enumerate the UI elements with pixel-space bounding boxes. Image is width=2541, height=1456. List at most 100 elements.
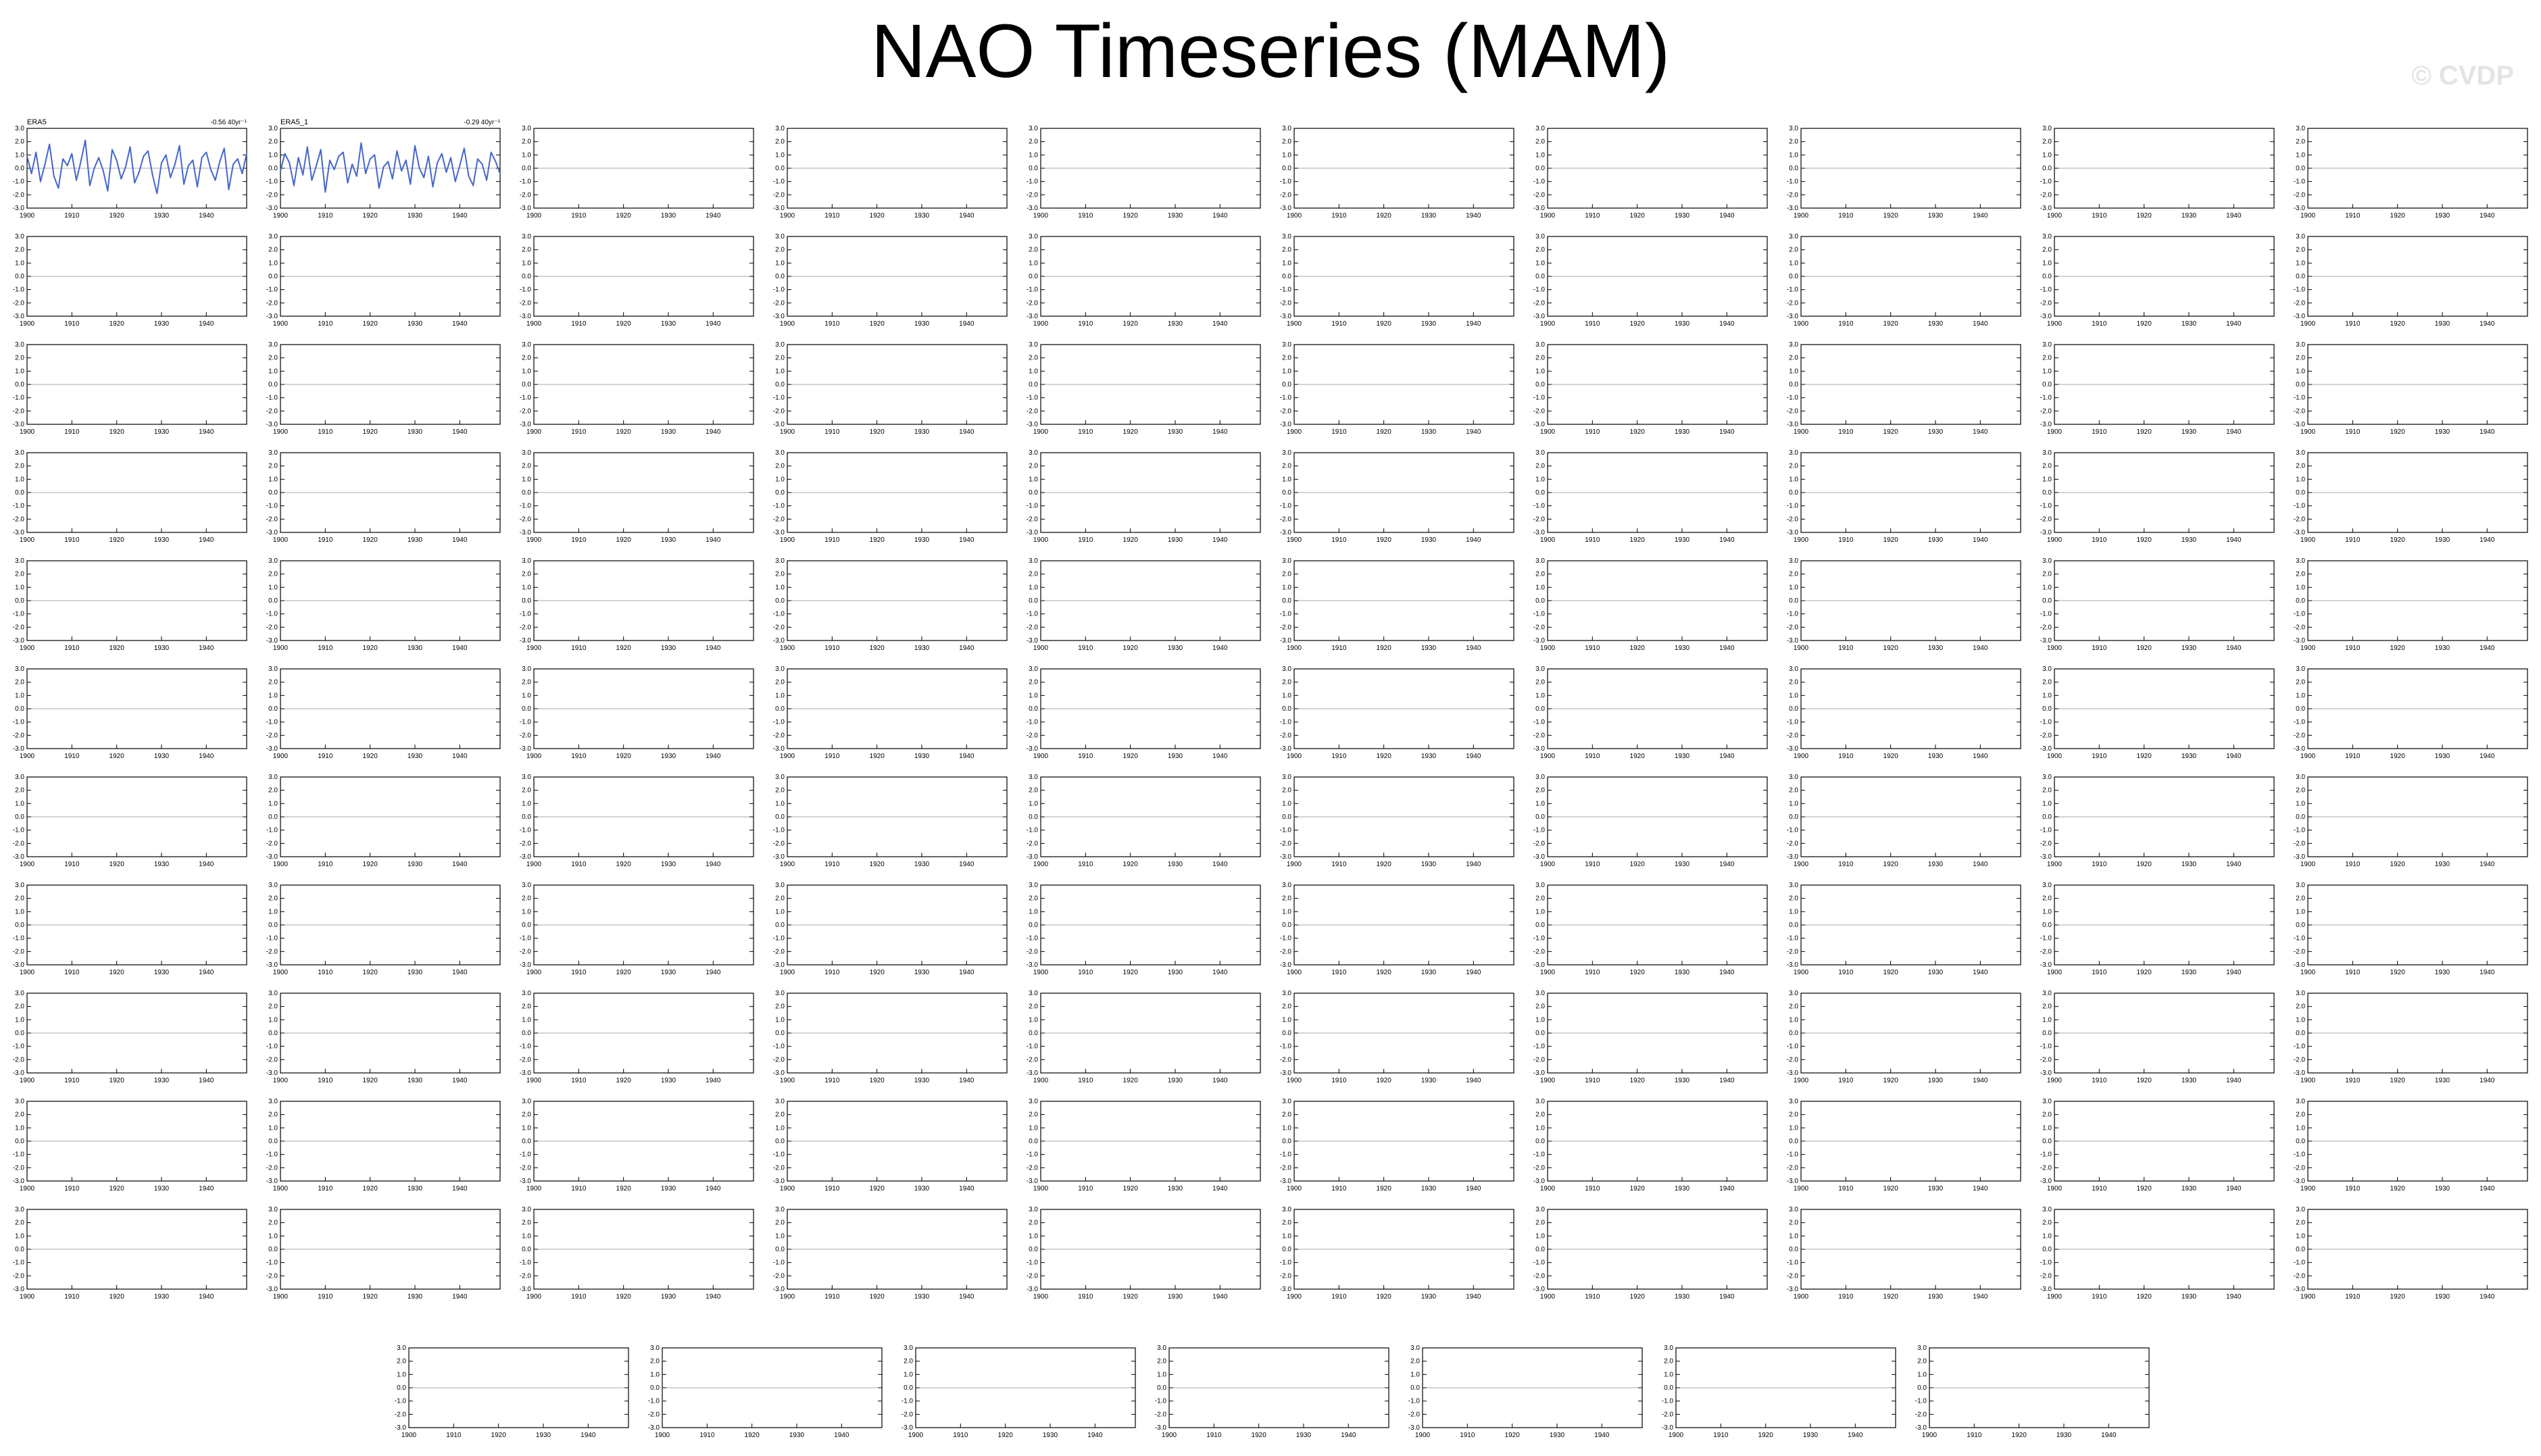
- data-point: [490, 151, 492, 153]
- y-tick-label: 3.0: [1029, 125, 1038, 132]
- y-tick-label: 1.0: [1535, 476, 1545, 483]
- x-tick-label: 1920: [2137, 861, 2152, 868]
- x-tick-label: 1940: [1719, 969, 1735, 976]
- x-tick-label: 1900: [2047, 645, 2063, 652]
- y-tick-label: 2.0: [1029, 1003, 1038, 1011]
- y-tick-label: 3.0: [2296, 341, 2305, 349]
- y-tick-label: 1.0: [15, 1124, 24, 1132]
- x-tick-label: 1910: [64, 428, 80, 436]
- y-tick-label: -3.0: [902, 1424, 914, 1432]
- y-tick-label: -3.0: [266, 1070, 278, 1077]
- y-tick-label: -3.0: [1533, 1070, 1546, 1077]
- data-point: [201, 157, 203, 159]
- x-tick-label: 1930: [1168, 536, 1183, 544]
- y-tick-label: -3.0: [520, 1286, 532, 1293]
- y-tick-label: 3.0: [522, 774, 531, 781]
- y-tick-label: -2.0: [1533, 840, 1546, 847]
- y-tick-label: 1.0: [2042, 1124, 2052, 1132]
- x-tick-label: 1910: [64, 861, 80, 868]
- y-tick-label: -3.0: [773, 745, 785, 753]
- y-tick-label: 2.0: [15, 571, 24, 578]
- x-tick-label: 1940: [959, 536, 975, 544]
- y-tick-label: 1.0: [15, 1232, 24, 1240]
- data-point: [125, 166, 126, 168]
- x-tick-label: 1930: [1421, 645, 1437, 652]
- y-tick-label: 3.0: [268, 1206, 278, 1213]
- y-tick-label: 1.0: [2042, 151, 2052, 159]
- x-tick-label: 1930: [1928, 212, 1944, 220]
- y-tick-label: 1.0: [2042, 476, 2052, 483]
- y-tick-label: 1.0: [1535, 800, 1545, 807]
- y-tick-label: 1.0: [775, 368, 785, 375]
- y-tick-label: -2.0: [773, 516, 785, 523]
- y-tick-label: -1.0: [773, 1043, 785, 1051]
- y-tick-label: -1.0: [1027, 1259, 1039, 1267]
- y-tick-label: 0.0: [268, 165, 278, 172]
- y-tick-label: 0.0: [522, 489, 531, 497]
- y-tick-label: -1.0: [2294, 395, 2306, 402]
- y-tick-label: -1.0: [2294, 719, 2306, 726]
- x-tick-label: 1920: [491, 1432, 507, 1439]
- y-tick-label: -1.0: [1027, 503, 1039, 510]
- y-tick-label: -2.0: [520, 840, 532, 847]
- x-tick-label: 1920: [363, 861, 378, 868]
- x-tick-label: 1930: [2435, 645, 2450, 652]
- y-tick-label: 0.0: [1282, 381, 1291, 388]
- y-tick-label: -1.0: [520, 1151, 532, 1159]
- y-tick-label: -1.0: [2040, 178, 2052, 186]
- x-tick-label: 1940: [706, 212, 721, 220]
- y-tick-label: 0.0: [1282, 922, 1291, 929]
- x-tick-label: 1930: [1168, 861, 1183, 868]
- x-tick-label: 1920: [870, 753, 885, 760]
- x-tick-label: 1920: [1883, 320, 1899, 328]
- y-tick-label: 2.0: [268, 1220, 278, 1227]
- x-tick-label: 1920: [363, 428, 378, 436]
- y-tick-label: -3.0: [1027, 961, 1039, 969]
- y-tick-label: 2.0: [1282, 463, 1291, 470]
- y-tick-label: 3.0: [1282, 1206, 1291, 1213]
- x-tick-label: 1930: [2181, 753, 2197, 760]
- y-tick-label: 2.0: [268, 895, 278, 903]
- y-tick-label: -1.0: [13, 286, 25, 294]
- x-tick-label: 1930: [661, 1293, 676, 1301]
- x-tick-label: 1920: [363, 969, 378, 976]
- x-tick-label: 1920: [1377, 212, 1392, 220]
- x-tick-label: 1930: [408, 1077, 423, 1084]
- x-tick-label: 1940: [452, 212, 468, 220]
- y-tick-label: 0.0: [1029, 165, 1038, 172]
- data-point: [306, 146, 308, 148]
- x-tick-label: 1940: [1466, 1293, 1481, 1301]
- x-tick-label: 1940: [1973, 428, 1988, 436]
- data-point: [44, 164, 46, 166]
- y-tick-label: -2.0: [2294, 732, 2306, 739]
- y-tick-label: -3.0: [2294, 1070, 2306, 1077]
- y-tick-label: -2.0: [1787, 840, 1799, 847]
- x-tick-label: 1920: [1377, 536, 1392, 544]
- x-tick-label: 1900: [780, 428, 795, 436]
- y-tick-label: 0.0: [1535, 381, 1545, 388]
- x-tick-label: 1900: [2300, 320, 2316, 328]
- y-tick-label: 2.0: [1029, 1220, 1038, 1227]
- x-tick-label: 1920: [109, 1185, 125, 1193]
- y-tick-label: -1.0: [1662, 1398, 1674, 1405]
- y-tick-label: 3.0: [775, 1206, 785, 1213]
- y-tick-label: -3.0: [520, 637, 532, 645]
- x-tick-label: 1930: [1421, 969, 1437, 976]
- x-tick-label: 1930: [1296, 1432, 1312, 1439]
- x-tick-label: 1940: [199, 645, 214, 652]
- x-tick-label: 1920: [870, 1293, 885, 1301]
- y-tick-label: 0.0: [268, 489, 278, 497]
- y-tick-label: -2.0: [1155, 1411, 1167, 1418]
- x-tick-label: 1930: [408, 645, 423, 652]
- y-tick-label: 0.0: [1029, 489, 1038, 497]
- y-tick-label: -2.0: [1533, 1272, 1546, 1280]
- x-tick-label: 1910: [318, 753, 333, 760]
- x-tick-label: 1930: [1421, 428, 1437, 436]
